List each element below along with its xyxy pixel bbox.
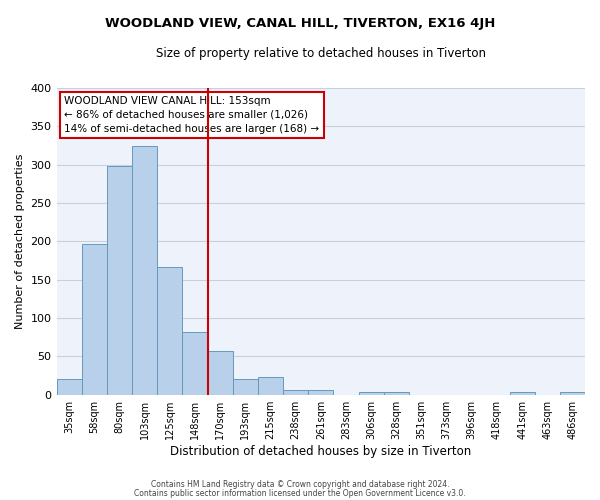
Bar: [308, 390, 334, 394]
Text: WOODLAND VIEW, CANAL HILL, TIVERTON, EX16 4JH: WOODLAND VIEW, CANAL HILL, TIVERTON, EX1…: [105, 18, 495, 30]
Text: Contains HM Land Registry data © Crown copyright and database right 2024.: Contains HM Land Registry data © Crown c…: [151, 480, 449, 489]
Bar: [283, 390, 308, 394]
Bar: [560, 392, 585, 394]
Y-axis label: Number of detached properties: Number of detached properties: [15, 154, 25, 329]
Bar: [233, 378, 258, 394]
Bar: [509, 392, 535, 394]
Bar: [383, 392, 409, 394]
Title: Size of property relative to detached houses in Tiverton: Size of property relative to detached ho…: [156, 48, 486, 60]
Bar: [132, 146, 157, 394]
Bar: [82, 244, 107, 394]
X-axis label: Distribution of detached houses by size in Tiverton: Distribution of detached houses by size …: [170, 444, 472, 458]
Bar: [208, 351, 233, 395]
Text: WOODLAND VIEW CANAL HILL: 153sqm
← 86% of detached houses are smaller (1,026)
14: WOODLAND VIEW CANAL HILL: 153sqm ← 86% o…: [64, 96, 320, 134]
Bar: [359, 392, 383, 394]
Bar: [107, 166, 132, 394]
Bar: [56, 380, 82, 394]
Bar: [157, 266, 182, 394]
Bar: [258, 377, 283, 394]
Text: Contains public sector information licensed under the Open Government Licence v3: Contains public sector information licen…: [134, 488, 466, 498]
Bar: [182, 332, 208, 394]
